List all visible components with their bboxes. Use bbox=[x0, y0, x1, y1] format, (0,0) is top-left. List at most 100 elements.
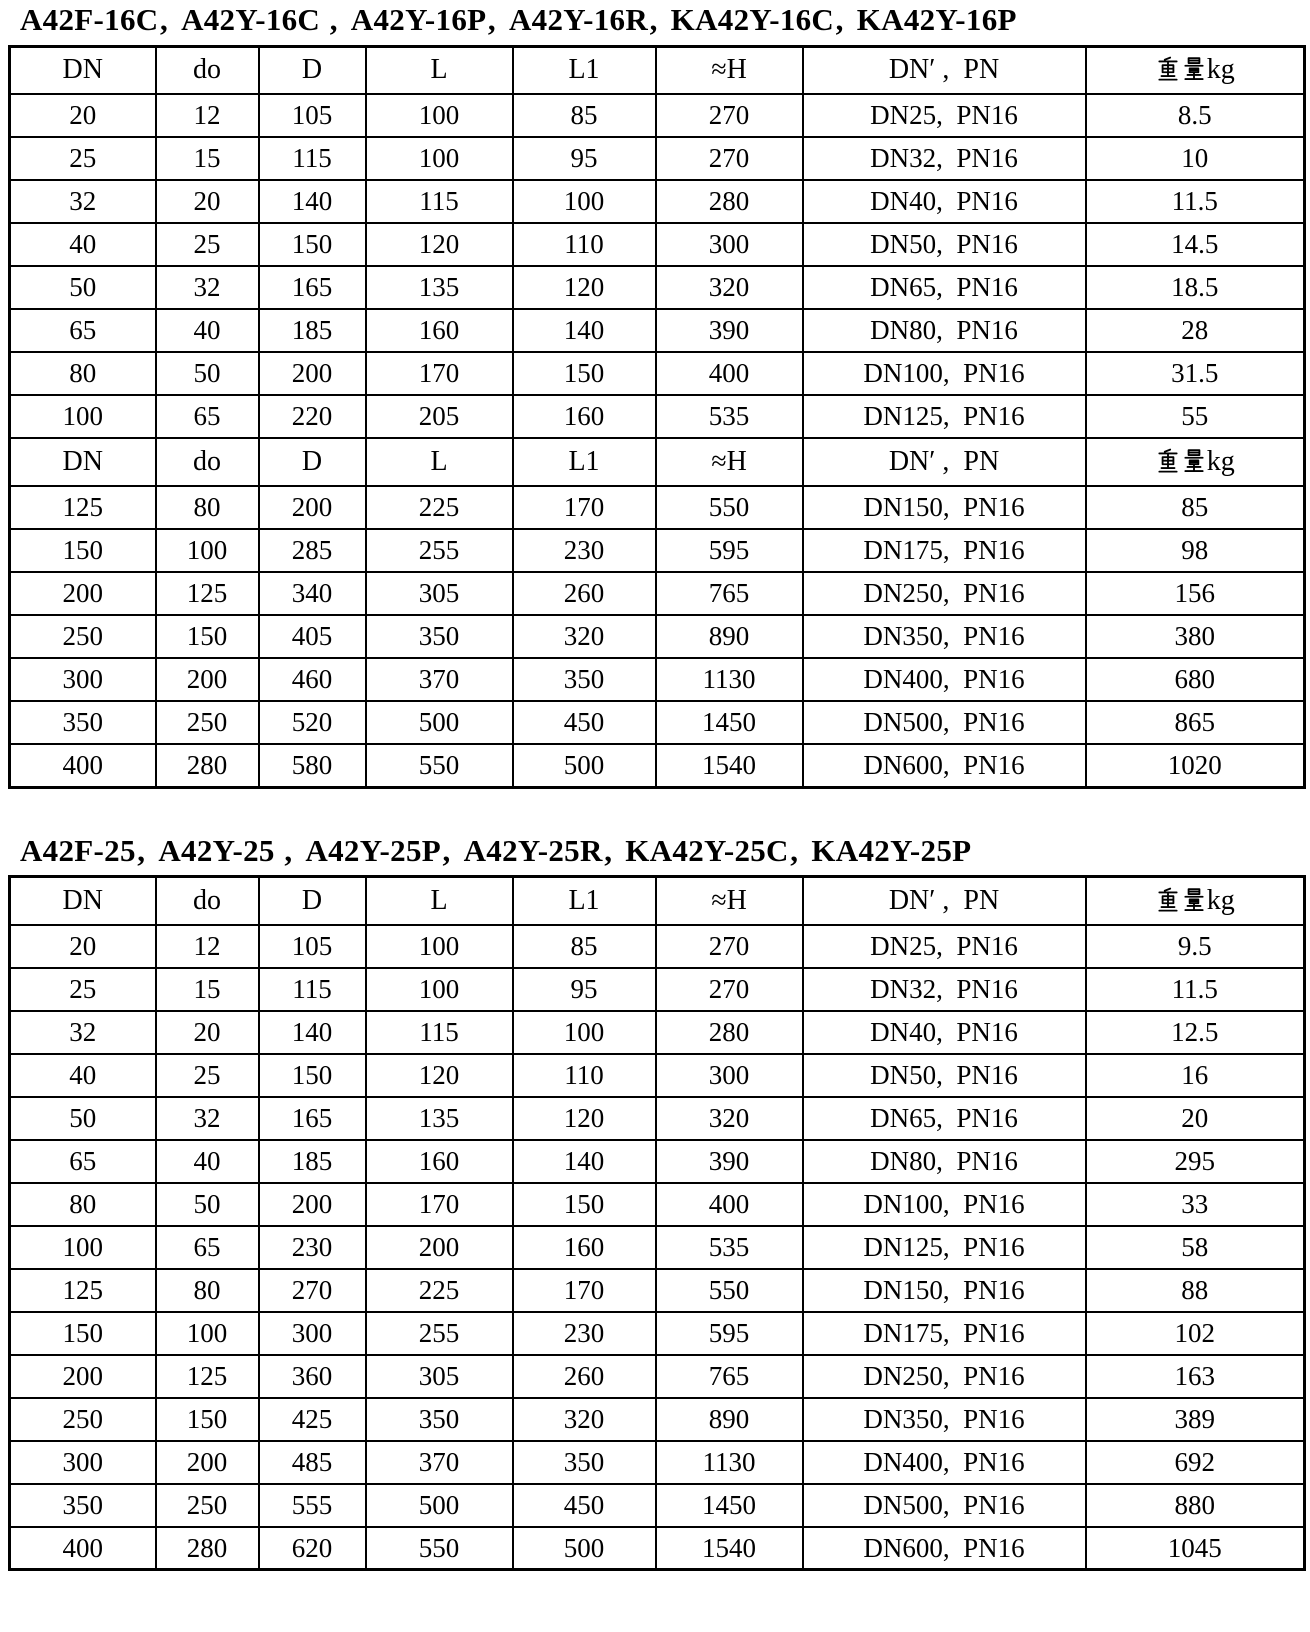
value-cell: 9.5 bbox=[1084, 923, 1306, 969]
value-cell: 100 bbox=[364, 923, 514, 969]
table-title-pn25: A42F-25, A42Y-25 , A42Y-25P, A42Y-25R, KA42Y… bbox=[20, 832, 972, 868]
value-cell: 15 bbox=[154, 966, 260, 1012]
value-cell: 98 bbox=[1084, 528, 1306, 574]
value-cell: 1540 bbox=[654, 743, 804, 789]
value-cell: 140 bbox=[257, 1009, 367, 1055]
value-cell: 535 bbox=[654, 394, 804, 440]
value-cell: 350 bbox=[8, 1482, 157, 1528]
value-cell: 102 bbox=[1084, 1310, 1306, 1356]
value-cell: 85 bbox=[511, 923, 657, 969]
table-row: 100 65 230 200 160 535 DN125, PN16 58 bbox=[8, 1224, 1306, 1270]
value-cell: DN600, PN16 bbox=[801, 1525, 1087, 1571]
value-cell: 25 bbox=[154, 1052, 260, 1098]
value-cell: 100 bbox=[511, 179, 657, 225]
value-cell: 80 bbox=[8, 1181, 157, 1227]
table-row: 80 50 200 170 150 400 DN100, PN16 33 bbox=[8, 1181, 1306, 1227]
value-cell: 1045 bbox=[1084, 1525, 1306, 1571]
value-cell: 220 bbox=[257, 394, 367, 440]
value-cell: 500 bbox=[511, 743, 657, 789]
value-cell: 230 bbox=[511, 1310, 657, 1356]
value-cell: DN250, PN16 bbox=[801, 1353, 1087, 1399]
value-cell: 88 bbox=[1084, 1267, 1306, 1313]
value-cell: 15 bbox=[154, 136, 260, 182]
table-row: 50 32 165 135 120 320 DN65, PN16 20 bbox=[8, 1095, 1306, 1141]
table-row: 125 80 200 225 170 550 DN150, PN16 85 bbox=[8, 485, 1306, 531]
value-cell: DN65, PN16 bbox=[801, 1095, 1087, 1141]
value-cell: DN50, PN16 bbox=[801, 222, 1087, 268]
value-cell: 163 bbox=[1084, 1353, 1306, 1399]
table-title-pn16: A42F-16C, A42Y-16C , A42Y-16P, A42Y-16R, KA4… bbox=[20, 2, 1017, 37]
value-cell: 25 bbox=[154, 222, 260, 268]
ideographic-comma: , bbox=[159, 2, 169, 37]
value-cell: 33 bbox=[1084, 1181, 1306, 1227]
value-cell: 140 bbox=[511, 1138, 657, 1184]
value-cell: 405 bbox=[257, 614, 367, 660]
table-row: 200 125 340 305 260 765 DN250, PN16 156 bbox=[8, 571, 1306, 617]
value-cell: 160 bbox=[511, 394, 657, 440]
value-cell: 125 bbox=[154, 1353, 260, 1399]
value-cell: 1020 bbox=[1084, 743, 1306, 789]
table-row: 20 12 105 100 85 270 DN25, PN16 8.5 bbox=[8, 93, 1306, 139]
table-row: 80 50 200 170 150 400 DN100, PN16 31.5 bbox=[8, 351, 1306, 397]
value-cell: 595 bbox=[654, 1310, 804, 1356]
column-header-row: DN do D L L1 ≈H DN′ , PN kg bbox=[8, 45, 1306, 96]
table-row: 300 200 460 370 350 1130 DN400, PN16 680 bbox=[8, 657, 1306, 703]
value-cell: 250 bbox=[8, 614, 157, 660]
column-header-cell: ≈H bbox=[654, 437, 804, 488]
value-cell: 200 bbox=[8, 571, 157, 617]
value-cell: 400 bbox=[654, 1181, 804, 1227]
cjk-zhong-glyph bbox=[1158, 448, 1178, 473]
value-cell: 140 bbox=[257, 179, 367, 225]
value-cell: 450 bbox=[511, 1482, 657, 1528]
value-cell: 765 bbox=[654, 1353, 804, 1399]
value-cell: 40 bbox=[154, 308, 260, 354]
value-cell: 350 bbox=[511, 1439, 657, 1485]
value-cell: 185 bbox=[257, 1138, 367, 1184]
value-cell: DN500, PN16 bbox=[801, 1482, 1087, 1528]
column-header-cell: DN′ , PN bbox=[801, 45, 1087, 96]
column-header-row: DN do D L L1 ≈H DN′ , PN kg bbox=[8, 875, 1306, 926]
value-cell: 156 bbox=[1084, 571, 1306, 617]
column-header-cell: kg bbox=[1084, 437, 1306, 488]
value-cell: 285 bbox=[257, 528, 367, 574]
value-cell: 1450 bbox=[654, 1482, 804, 1528]
value-cell: 65 bbox=[154, 1224, 260, 1270]
value-cell: 500 bbox=[364, 1482, 514, 1528]
value-cell: 85 bbox=[1084, 485, 1306, 531]
value-cell: 500 bbox=[364, 700, 514, 746]
value-cell: 32 bbox=[8, 1009, 157, 1055]
table-row: 200 125 360 305 260 765 DN250, PN16 163 bbox=[8, 1353, 1306, 1399]
value-cell: 320 bbox=[511, 614, 657, 660]
value-cell: 20 bbox=[154, 179, 260, 225]
value-cell: 25 bbox=[8, 136, 157, 182]
value-cell: 255 bbox=[364, 1310, 514, 1356]
value-cell: DN600, PN16 bbox=[801, 743, 1087, 789]
value-cell: 80 bbox=[154, 485, 260, 531]
value-cell: 100 bbox=[154, 528, 260, 574]
column-header-cell: do bbox=[154, 45, 260, 96]
value-cell: 160 bbox=[364, 1138, 514, 1184]
value-cell: 230 bbox=[511, 528, 657, 574]
ideographic-comma: , bbox=[329, 2, 338, 37]
value-cell: 340 bbox=[257, 571, 367, 617]
value-cell: 105 bbox=[257, 923, 367, 969]
value-cell: 295 bbox=[1084, 1138, 1306, 1184]
value-cell: 225 bbox=[364, 485, 514, 531]
spec-section-pn25: A42F-25, A42Y-25 , A42Y-25P, A42Y-25R, KA42Y… bbox=[8, 832, 1306, 1572]
column-header-cell: DN bbox=[8, 875, 157, 926]
value-cell: 95 bbox=[511, 966, 657, 1012]
table-row: 40 25 150 120 110 300 DN50, PN16 14.5 bbox=[8, 222, 1306, 268]
value-cell: 170 bbox=[511, 1267, 657, 1313]
value-cell: 595 bbox=[654, 528, 804, 574]
column-header-cell: L1 bbox=[511, 875, 657, 926]
value-cell: DN100, PN16 bbox=[801, 1181, 1087, 1227]
value-cell: 400 bbox=[8, 743, 157, 789]
table-row: 50 32 165 135 120 320 DN65, PN16 18.5 bbox=[8, 265, 1306, 311]
value-cell: 150 bbox=[257, 1052, 367, 1098]
table-row: 65 40 185 160 140 390 DN80, PN16 28 bbox=[8, 308, 1306, 354]
value-cell: DN32, PN16 bbox=[801, 966, 1087, 1012]
value-cell: 400 bbox=[8, 1525, 157, 1571]
value-cell: DN125, PN16 bbox=[801, 394, 1087, 440]
value-cell: DN80, PN16 bbox=[801, 308, 1087, 354]
cjk-zhong-glyph bbox=[1158, 57, 1178, 81]
